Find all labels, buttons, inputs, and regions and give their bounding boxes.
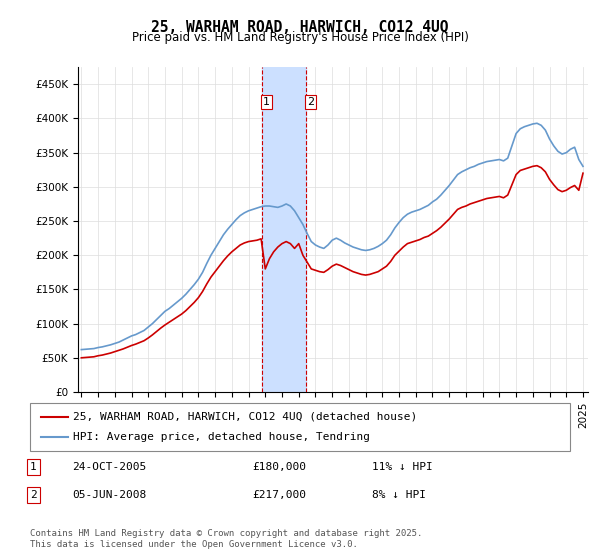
Text: 1: 1 bbox=[30, 462, 37, 472]
Bar bbox=[262, 67, 306, 392]
Text: 1: 1 bbox=[263, 97, 270, 107]
Text: 24-OCT-2005: 24-OCT-2005 bbox=[72, 462, 146, 472]
Text: 05-JUN-2008: 05-JUN-2008 bbox=[72, 490, 146, 500]
Text: 11% ↓ HPI: 11% ↓ HPI bbox=[372, 462, 433, 472]
Text: £180,000: £180,000 bbox=[252, 462, 306, 472]
Text: 2: 2 bbox=[307, 97, 314, 107]
Text: 25, WARHAM ROAD, HARWICH, CO12 4UQ: 25, WARHAM ROAD, HARWICH, CO12 4UQ bbox=[151, 20, 449, 35]
Text: Contains HM Land Registry data © Crown copyright and database right 2025.
This d: Contains HM Land Registry data © Crown c… bbox=[30, 529, 422, 549]
Text: 25, WARHAM ROAD, HARWICH, CO12 4UQ (detached house): 25, WARHAM ROAD, HARWICH, CO12 4UQ (deta… bbox=[73, 412, 418, 422]
Text: £217,000: £217,000 bbox=[252, 490, 306, 500]
FancyBboxPatch shape bbox=[30, 403, 570, 451]
Text: 8% ↓ HPI: 8% ↓ HPI bbox=[372, 490, 426, 500]
Text: HPI: Average price, detached house, Tendring: HPI: Average price, detached house, Tend… bbox=[73, 432, 370, 442]
Text: Price paid vs. HM Land Registry's House Price Index (HPI): Price paid vs. HM Land Registry's House … bbox=[131, 31, 469, 44]
Text: 2: 2 bbox=[30, 490, 37, 500]
